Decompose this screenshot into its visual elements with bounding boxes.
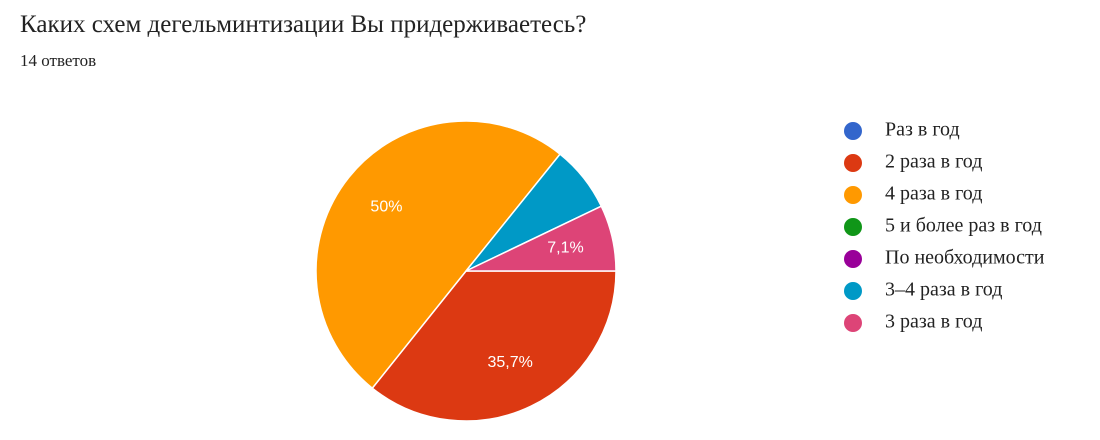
chart-title: Каких схем дегельминтизации Вы придержив… (20, 11, 586, 38)
slice-label: 7,1% (547, 240, 583, 257)
legend-label: 4 раза в год (885, 183, 982, 205)
legend-marker (844, 250, 862, 268)
chart-subtitle: 14 ответов (20, 51, 96, 70)
legend-label: 5 и более раз в год (885, 215, 1042, 237)
legend-label: По необходимости (885, 247, 1045, 269)
legend-marker (844, 122, 862, 140)
legend-label: 3–4 раза в год (885, 279, 1002, 301)
pie-slice (315, 120, 562, 390)
pie-slice (371, 270, 617, 422)
legend-marker (844, 186, 862, 204)
legend-label: 2 раза в год (885, 151, 982, 173)
legend-marker (844, 314, 862, 332)
slice-label: 35,7% (488, 354, 533, 371)
legend-marker (844, 154, 862, 172)
legend-marker (844, 282, 862, 300)
legend-label: Раз в год (885, 119, 960, 141)
legend-marker (844, 218, 862, 236)
legend-label: 3 раза в год (885, 311, 982, 333)
pie-slice (465, 205, 617, 272)
slice-label: 50% (370, 198, 402, 215)
